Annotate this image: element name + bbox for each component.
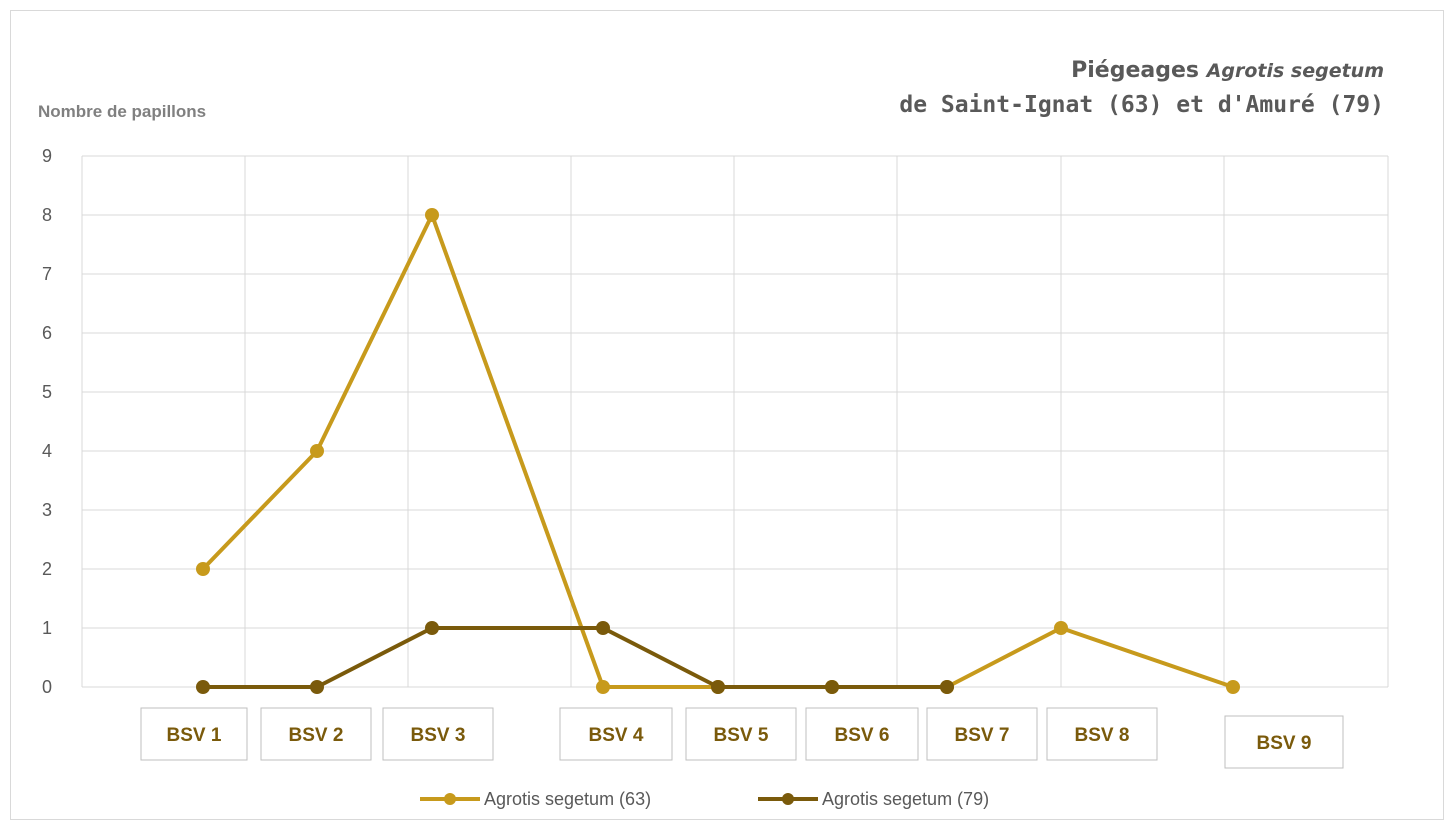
data-point-series-2 bbox=[940, 680, 954, 694]
data-point-series-2 bbox=[196, 680, 210, 694]
chart-frame bbox=[10, 10, 1444, 820]
x-label-box bbox=[382, 707, 494, 761]
legend-label-1: Agrotis segetum (63) bbox=[484, 789, 651, 809]
x-tick-label: BSV 4 bbox=[589, 725, 644, 746]
legend-marker-2 bbox=[782, 793, 794, 805]
series-line-2 bbox=[201, 626, 949, 689]
y-tick-label: 3 bbox=[42, 500, 52, 520]
x-tick-label: BSV 7 bbox=[955, 725, 1010, 746]
x-tick-label: BSV 9 bbox=[1257, 733, 1312, 754]
data-point-series-2 bbox=[310, 680, 324, 694]
y-tick-label: 5 bbox=[42, 382, 52, 402]
x-tick-label: BSV 3 bbox=[411, 725, 466, 746]
x-label-box bbox=[1224, 715, 1344, 769]
data-point-series-1 bbox=[596, 680, 610, 694]
x-label-box bbox=[805, 707, 919, 761]
data-point-series-2 bbox=[596, 621, 610, 635]
x-label-box bbox=[140, 707, 248, 761]
y-tick-label: 9 bbox=[42, 146, 52, 166]
y-tick-label: 7 bbox=[42, 264, 52, 284]
data-point-series-1 bbox=[425, 208, 439, 222]
data-point-series-1 bbox=[1226, 680, 1240, 694]
data-point-series-2 bbox=[425, 621, 439, 635]
y-tick-label: 8 bbox=[42, 205, 52, 225]
chart-title-main: Piégeages bbox=[1071, 58, 1199, 83]
x-label-box bbox=[559, 707, 673, 761]
data-point-series-1 bbox=[310, 444, 324, 458]
data-point-series-1 bbox=[196, 562, 210, 576]
y-tick-label: 1 bbox=[42, 618, 52, 638]
x-tick-label: BSV 5 bbox=[714, 725, 769, 746]
chart-title-species: Agrotis segetum bbox=[1206, 60, 1384, 82]
x-tick-label: BSV 8 bbox=[1075, 725, 1130, 746]
y-axis-title: Nombre de papillons bbox=[38, 102, 207, 121]
chart-title-line2: de Saint-Ignat (63) et d'Amuré (79) bbox=[899, 92, 1384, 118]
x-tick-label: BSV 6 bbox=[835, 725, 890, 746]
data-point-series-1 bbox=[1054, 621, 1068, 635]
x-label-box bbox=[1046, 707, 1158, 761]
y-tick-label: 0 bbox=[42, 677, 52, 697]
legend-label-2: Agrotis segetum (79) bbox=[822, 789, 989, 809]
x-label-box bbox=[685, 707, 797, 761]
x-tick-label: BSV 2 bbox=[289, 725, 344, 746]
y-tick-label: 2 bbox=[42, 559, 52, 579]
y-tick-label: 4 bbox=[42, 441, 52, 461]
data-point-series-2 bbox=[825, 680, 839, 694]
x-label-box bbox=[926, 707, 1038, 761]
data-point-series-2 bbox=[711, 680, 725, 694]
chart-title: Piégeages Agrotis segetum de Saint-Ignat… bbox=[899, 54, 1384, 122]
legend-marker-1 bbox=[444, 793, 456, 805]
x-label-box bbox=[260, 707, 372, 761]
chart-title-line1: Piégeages Agrotis segetum bbox=[899, 54, 1384, 88]
x-tick-label: BSV 1 bbox=[167, 725, 222, 746]
y-tick-label: 6 bbox=[42, 323, 52, 343]
